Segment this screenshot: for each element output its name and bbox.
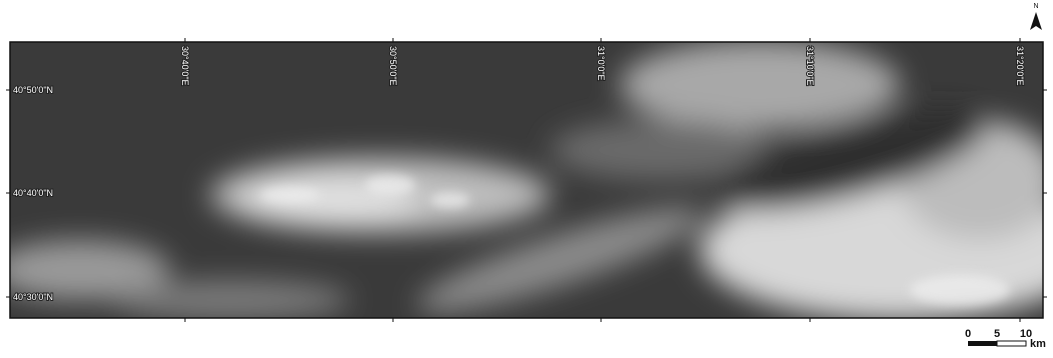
latitude-label: 40°30'0"N xyxy=(13,292,53,302)
longitude-label: 30°40'0"E xyxy=(180,46,190,86)
north-arrow: N xyxy=(1030,3,1042,30)
longitude-label: 31°20'0"E xyxy=(1015,46,1025,86)
longitude-label: 31°0'0"E xyxy=(596,46,606,81)
scale-unit: km xyxy=(1030,338,1046,350)
latitude-label: 40°40'0"N xyxy=(13,188,53,198)
longitude-label: 31°10'0"E xyxy=(805,46,815,86)
latitude-label: 40°50'0"N xyxy=(13,85,53,95)
longitude-label: 30°50'0"E xyxy=(388,46,398,86)
elevation-raster xyxy=(0,40,1053,330)
scale-label: 5 xyxy=(994,328,1000,340)
scale-label: 0 xyxy=(965,328,971,340)
page: {"north": "N", "longitude_labels": ["30°… xyxy=(0,0,1053,358)
north-label: N xyxy=(1033,3,1038,10)
map: 30°40'0"E 30°50'0"E 31°0'0"E 31°10'0"E 31°20… xyxy=(0,0,1053,353)
